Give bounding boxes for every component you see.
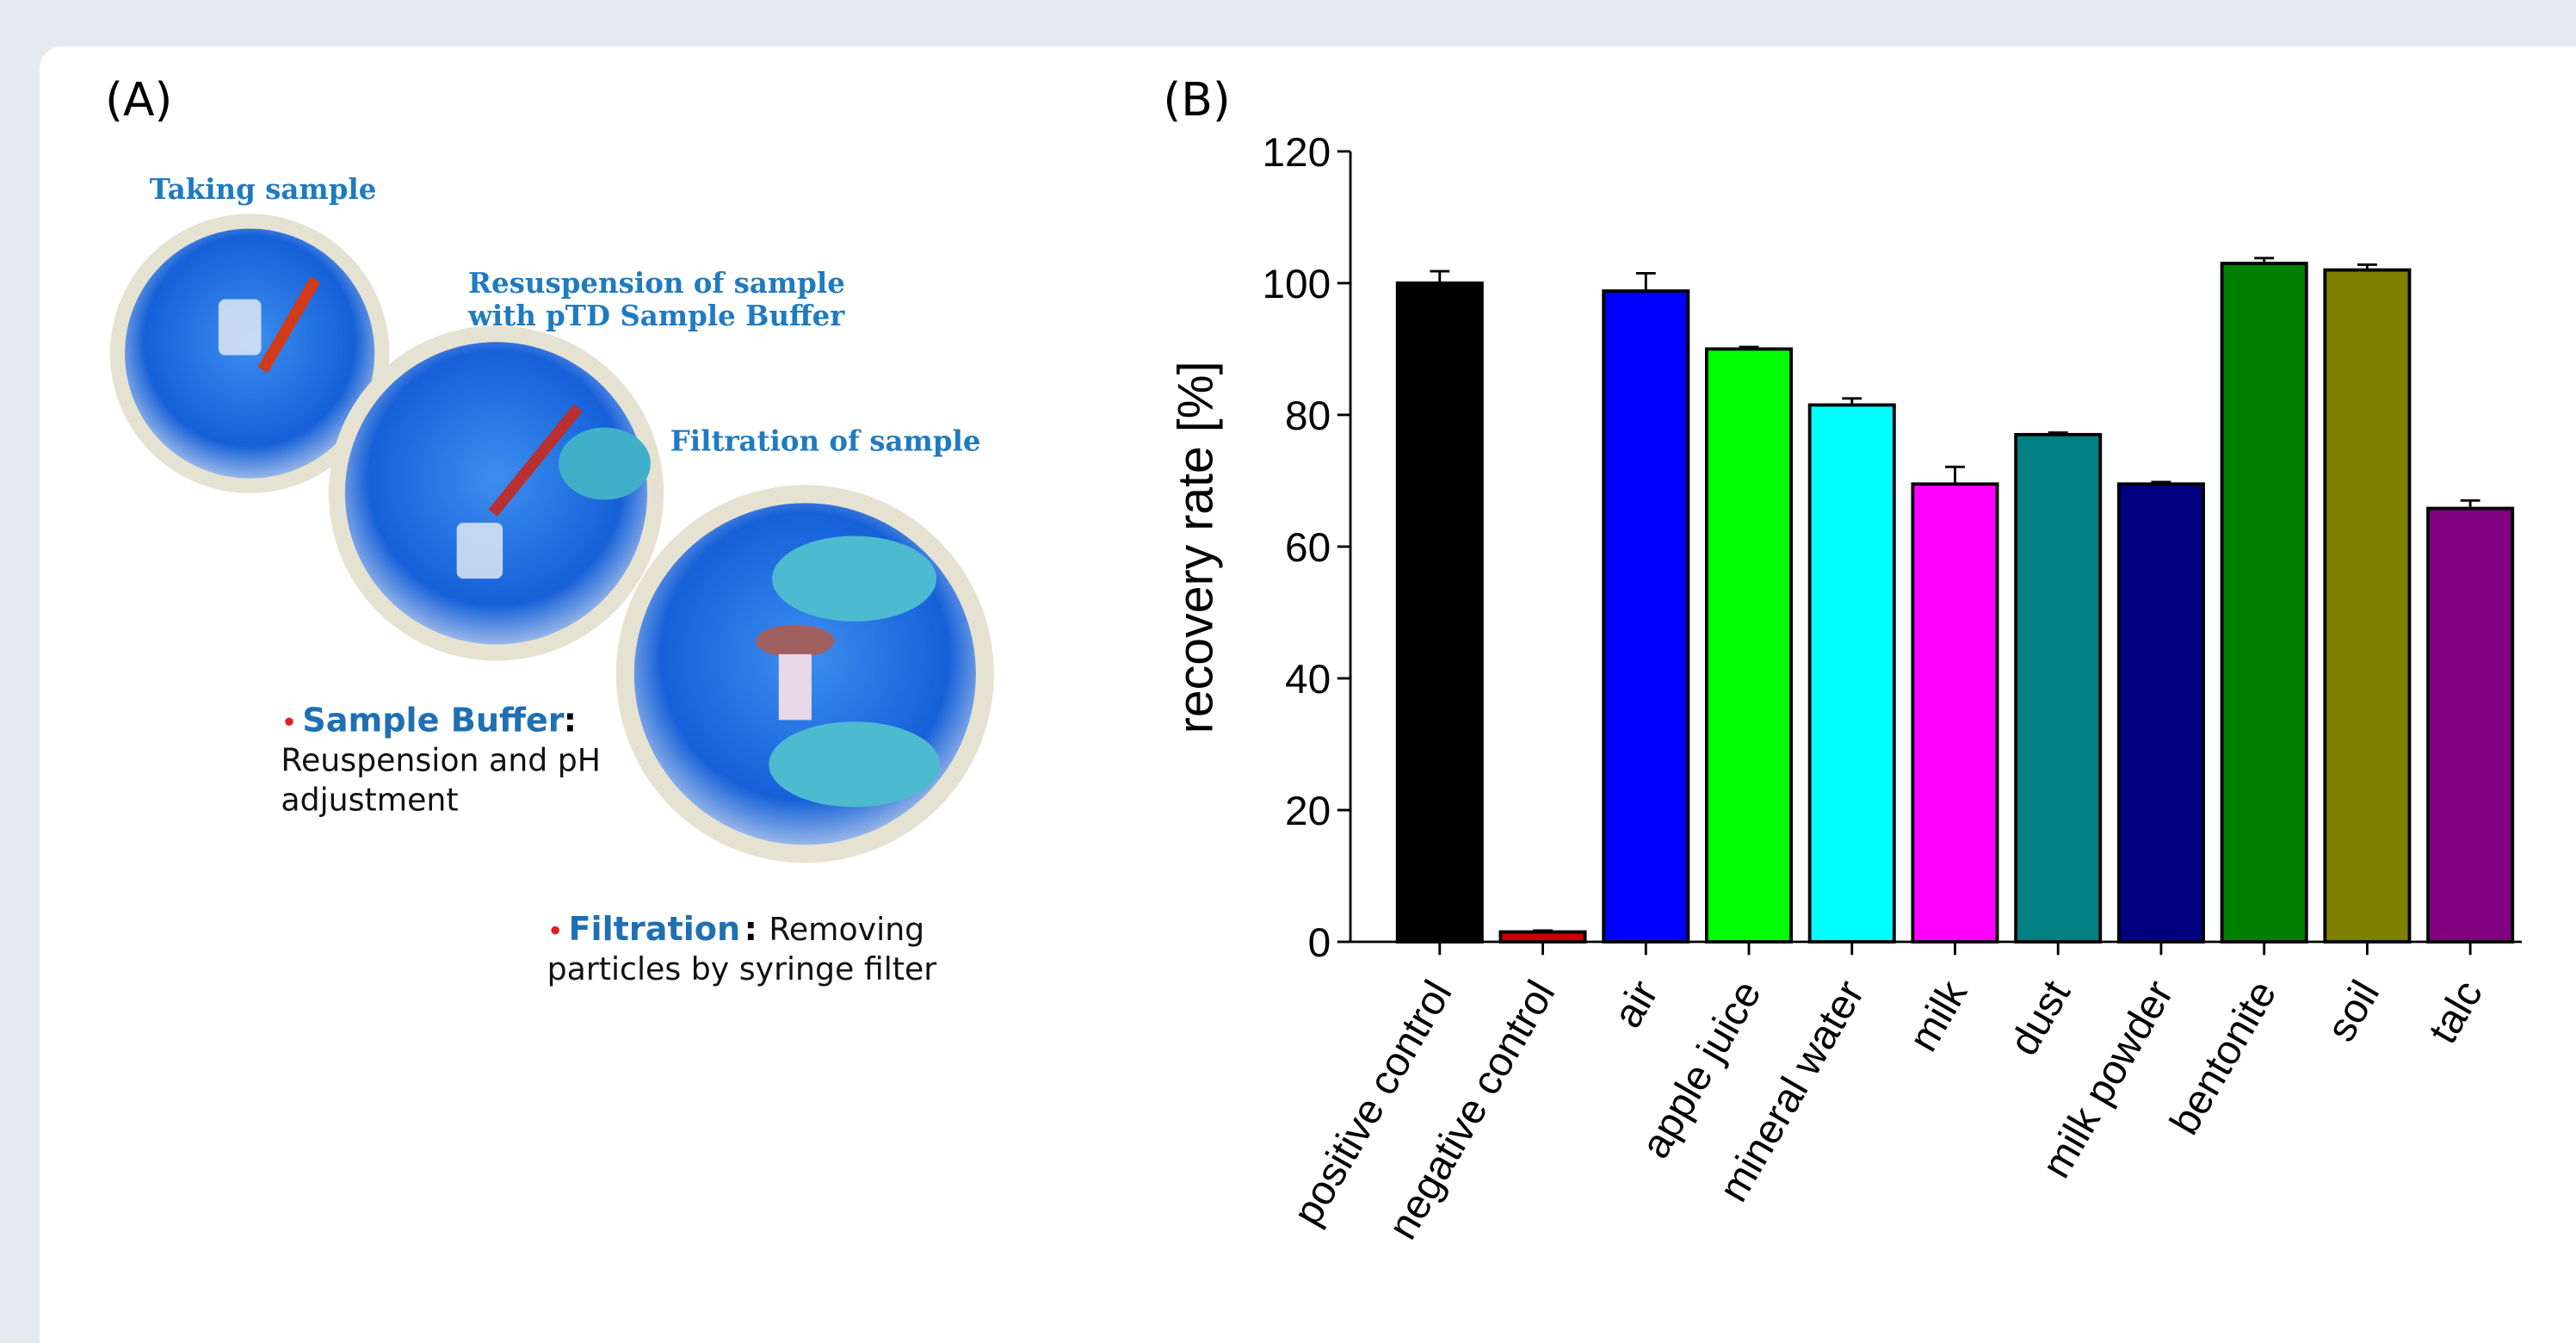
step-label: Resuspension of sample [468,267,845,300]
bar [2016,435,2100,942]
bar [2428,509,2512,942]
step-label: Filtration of sample [670,424,981,457]
bullet [285,717,293,726]
photo [329,325,664,660]
y-tick-label: 100 [1263,262,1331,307]
y-tick-label: 80 [1285,393,1331,439]
bar [2325,270,2409,942]
step-label: Taking sample [150,173,377,206]
bar [1398,283,1482,942]
note-text: Reuspension and pH [281,741,601,778]
bar [1912,484,1997,942]
bullet [551,926,559,935]
panel-label: (B) [1163,72,1230,127]
note-text: adjustment [281,781,458,818]
bar [1707,349,1791,942]
note-term: Filtration [568,911,740,949]
y-tick-label: 20 [1285,789,1331,834]
y-tick-label: 0 [1308,920,1331,966]
note-colon: : [744,911,757,949]
photo [616,485,994,863]
bar [2119,484,2203,942]
y-axis-label: recovery rate [%] [1169,362,1224,734]
bar [1810,405,1894,942]
note-text: Removing [769,911,924,948]
note-text: particles by syringe filter [547,950,937,987]
note-colon: : [564,702,577,740]
bar [2222,263,2307,942]
note-term: Sample Buffer [302,702,565,740]
figure: (A) Taking sample Resuspension of sample… [0,0,2576,1343]
bar [1603,291,1688,942]
y-tick-label: 60 [1285,525,1331,571]
step-label: with pTD Sample Buffer [467,300,845,332]
y-tick-label: 40 [1285,657,1331,702]
panel-label: (A) [105,72,172,127]
bar [1500,932,1585,942]
y-tick-label: 120 [1263,130,1331,176]
